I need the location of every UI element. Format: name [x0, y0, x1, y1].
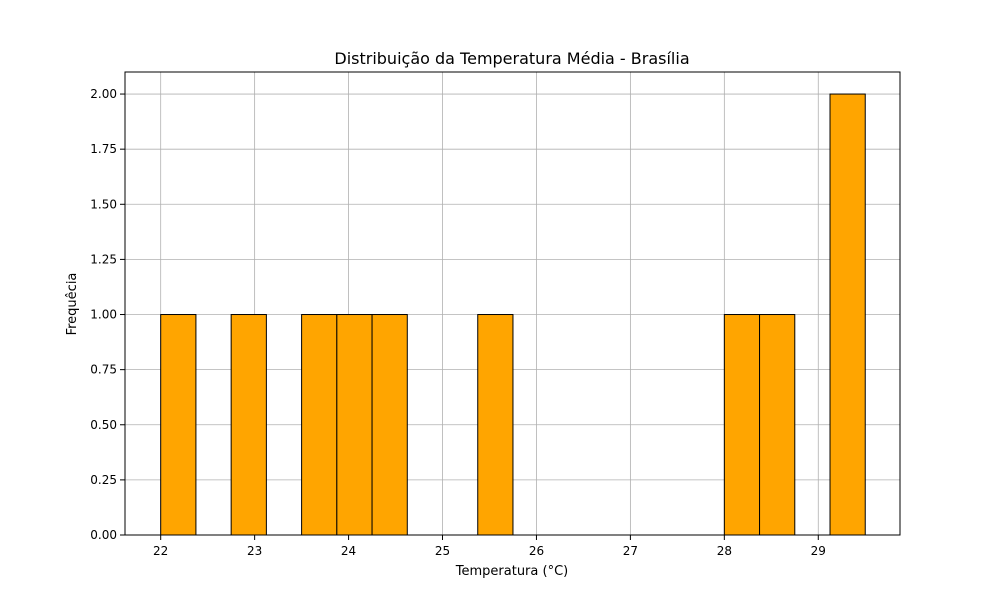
x-tick-label: 26: [529, 544, 544, 558]
y-tick-label: 1.75: [90, 142, 117, 156]
histogram-bar: [723, 314, 761, 536]
histogram-bar: [477, 314, 514, 536]
histogram-bar: [301, 314, 338, 536]
x-tick-label: 23: [247, 544, 262, 558]
chart-title: Distribuição da Temperatura Média - Bras…: [334, 49, 689, 68]
y-tick-label: 0.25: [90, 473, 117, 487]
y-tick-label: 1.00: [90, 308, 117, 322]
y-tick-label: 0.00: [90, 528, 117, 542]
y-axis-ticks: 0.00 0.25 0.50 0.75 1.00 1.25 1.50 1.75 2.00: [90, 87, 125, 542]
y-tick-label: 2.00: [90, 87, 117, 101]
y-tick-label: 1.50: [90, 197, 117, 211]
x-axis-ticks: 22 23 24 25 26 27 28 29: [153, 535, 826, 558]
histogram-bar: [336, 314, 373, 536]
histogram-bar: [759, 314, 796, 536]
histogram-bar: [829, 93, 866, 536]
y-tick-label: 1.25: [90, 252, 117, 266]
plot-frame: [124, 71, 901, 536]
x-tick-label: 29: [811, 544, 826, 558]
x-tick-label: 28: [717, 544, 732, 558]
y-tick-label: 0.75: [90, 363, 117, 377]
x-axis-label: Temperatura (°C): [455, 564, 568, 579]
histogram-bar: [230, 314, 267, 536]
x-tick-label: 24: [341, 544, 356, 558]
x-tick-label: 25: [435, 544, 450, 558]
y-tick-label: 0.50: [90, 418, 117, 432]
y-axis-label: Frequêcia: [65, 273, 80, 336]
x-tick-label: 27: [623, 544, 638, 558]
bars-layer: [160, 93, 866, 536]
x-tick-label: 22: [153, 544, 168, 558]
histogram-bar: [371, 314, 408, 536]
histogram-bar: [160, 314, 197, 536]
